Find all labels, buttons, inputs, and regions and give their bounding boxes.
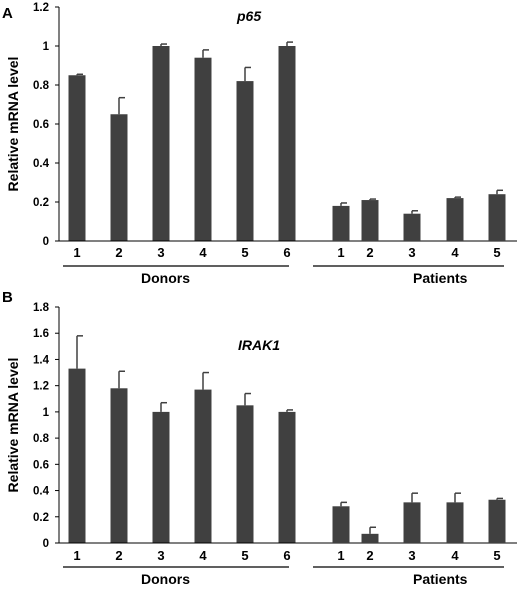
panel-letter: A xyxy=(2,5,13,22)
y-tick-label: 1.2 xyxy=(33,2,49,14)
x-tick-label: 5 xyxy=(241,245,248,260)
bar xyxy=(152,46,170,241)
x-tick-label: 3 xyxy=(157,245,164,260)
y-tick-label: 1.6 xyxy=(33,328,49,340)
bar xyxy=(361,200,379,241)
bar xyxy=(110,388,128,543)
x-tick-label: 4 xyxy=(451,245,459,260)
bar xyxy=(236,405,254,543)
y-tick-label: 0.4 xyxy=(33,158,50,170)
x-tick-label: 2 xyxy=(115,548,122,563)
bar xyxy=(236,81,254,241)
bar xyxy=(488,499,506,543)
y-tick-label: 0.8 xyxy=(33,80,50,92)
bar xyxy=(278,46,296,241)
y-axis-label: Relative mRNA level xyxy=(5,57,21,192)
group-label: Donors xyxy=(141,571,190,587)
x-tick-label: 5 xyxy=(241,548,248,563)
bar xyxy=(403,213,421,241)
bar xyxy=(194,57,212,242)
bar xyxy=(68,368,86,543)
y-tick-label: 1 xyxy=(43,407,50,419)
bar xyxy=(332,205,350,241)
group-label: Patients xyxy=(413,270,468,286)
x-tick-label: 5 xyxy=(493,548,500,563)
x-tick-label: 4 xyxy=(451,548,459,563)
x-tick-label: 4 xyxy=(199,245,207,260)
y-tick-label: 0.4 xyxy=(33,486,50,498)
y-tick-label: 1.4 xyxy=(33,354,50,366)
bar xyxy=(194,389,212,543)
bar xyxy=(446,502,464,543)
bar xyxy=(332,506,350,543)
chart-title: p65 xyxy=(236,8,261,24)
y-tick-label: 1.8 xyxy=(33,302,50,314)
group-label: Donors xyxy=(141,270,190,286)
y-tick-label: 1.2 xyxy=(33,381,49,393)
y-tick-label: 0.2 xyxy=(33,512,49,524)
group-label: Patients xyxy=(413,571,468,587)
x-tick-label: 2 xyxy=(366,245,373,260)
y-axis-label: Relative mRNA level xyxy=(5,358,21,493)
y-tick-label: 0.2 xyxy=(33,197,49,209)
x-tick-label: 5 xyxy=(493,245,500,260)
x-tick-label: 3 xyxy=(408,548,415,563)
x-tick-label: 1 xyxy=(73,245,80,260)
chart-title: IRAK1 xyxy=(238,337,280,353)
x-tick-label: 4 xyxy=(199,548,207,563)
bar xyxy=(446,198,464,241)
x-tick-label: 6 xyxy=(283,245,290,260)
bar xyxy=(488,194,506,241)
bar xyxy=(403,502,421,543)
x-tick-label: 3 xyxy=(408,245,415,260)
x-tick-label: 1 xyxy=(337,245,344,260)
x-tick-label: 6 xyxy=(283,548,290,563)
bar xyxy=(110,114,128,241)
y-tick-label: 0.6 xyxy=(33,119,49,131)
x-tick-label: 2 xyxy=(115,245,122,260)
bar xyxy=(361,533,379,543)
x-tick-label: 2 xyxy=(366,548,373,563)
y-tick-label: 0 xyxy=(43,236,49,248)
y-tick-label: 0.6 xyxy=(33,459,49,471)
y-tick-label: 0.8 xyxy=(33,433,50,445)
panel-b: B 0 0.2 0.4 0.6 0.8 1 1.2 1.4 1.6 1.8 Relative mRNA… xyxy=(2,289,517,587)
bar xyxy=(152,411,170,543)
x-tick-label: 1 xyxy=(73,548,80,563)
bar xyxy=(68,75,86,241)
panel-letter: B xyxy=(2,289,13,306)
x-tick-label: 1 xyxy=(337,548,344,563)
panel-a: A 0 0.2 0.4 0.6 0.8 1 1.2 Relative mRNA level p65… xyxy=(2,2,517,286)
x-tick-label: 3 xyxy=(157,548,164,563)
y-tick-label: 1 xyxy=(43,41,50,53)
bar xyxy=(278,411,296,543)
y-tick-label: 0 xyxy=(43,538,49,550)
